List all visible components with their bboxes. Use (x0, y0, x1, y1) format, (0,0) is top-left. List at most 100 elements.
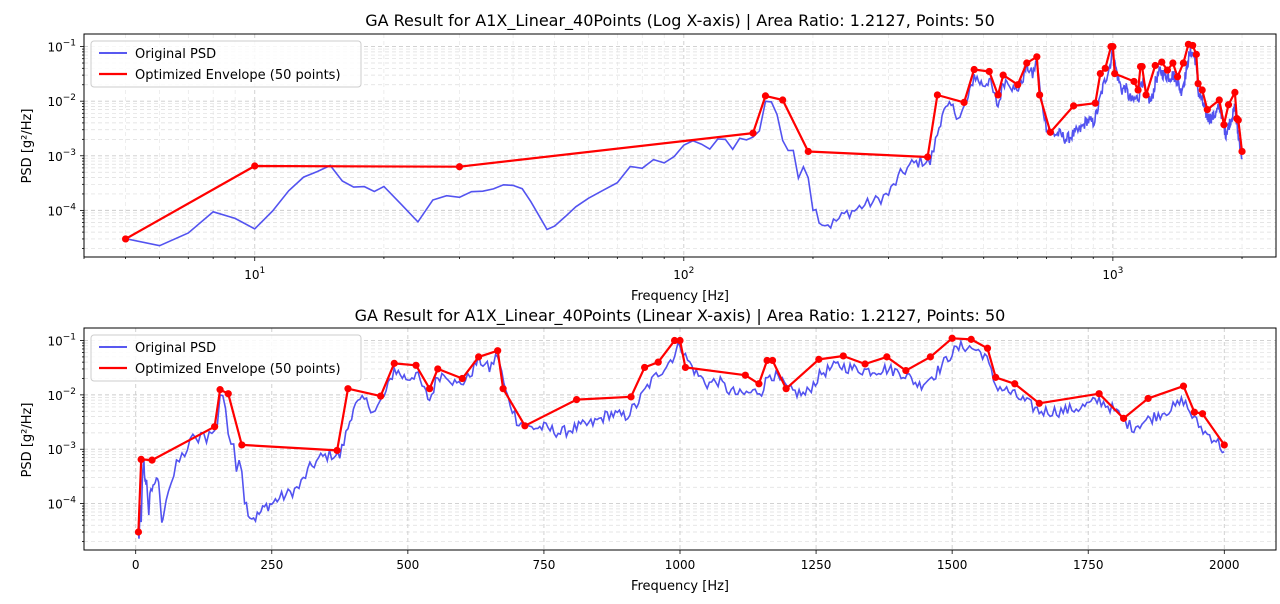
series-original-psd (125, 47, 1243, 247)
envelope-point (1138, 62, 1146, 71)
envelope-point (1109, 42, 1117, 51)
envelope-point (1011, 380, 1019, 388)
envelope-point (1189, 41, 1197, 50)
envelope-point (333, 446, 341, 455)
y-tick-label: 10−2 (47, 387, 76, 403)
envelope-point (1091, 99, 1099, 107)
envelope-point (224, 390, 232, 398)
legend-box (90, 40, 362, 88)
envelope-point (960, 98, 968, 106)
x-tick-label: 2000 (1209, 558, 1240, 572)
legend-label-envelope: Optimized Envelope (50 points) (135, 68, 341, 83)
envelope-point (948, 334, 956, 342)
envelope-point (676, 336, 684, 345)
envelope-point (134, 528, 143, 536)
y-axis-label: PSD [g²/Hz] (20, 403, 35, 478)
envelope-point (377, 392, 385, 400)
x-tick-label: 103 (1102, 266, 1123, 282)
envelope-point (839, 352, 847, 360)
y-tick-label: 10−3 (47, 441, 76, 457)
envelope-point (1163, 66, 1172, 74)
envelope-point (344, 385, 352, 393)
envelope-point (749, 129, 757, 137)
envelope-point (923, 153, 932, 161)
envelope-point (1134, 86, 1142, 94)
envelope-point (121, 235, 130, 243)
envelope-point (572, 395, 581, 404)
envelope-point (521, 422, 529, 430)
envelope-point (1231, 88, 1239, 96)
x-tick-label: 250 (260, 558, 283, 572)
envelope-point (1169, 59, 1177, 67)
y-tick-label: 10−4 (47, 202, 76, 218)
envelope-point (1151, 61, 1159, 70)
envelope-point (804, 147, 812, 156)
envelope-point (815, 355, 823, 363)
chart-title: GA Result for A1X_Linear_40Points (Log X… (365, 11, 995, 31)
series-original-psd (137, 338, 1225, 539)
envelope-point (148, 456, 156, 464)
envelope-point (861, 360, 869, 368)
envelope-point (251, 162, 259, 170)
envelope-point (412, 361, 420, 369)
envelope-point (499, 385, 507, 393)
envelope-point (681, 363, 690, 372)
envelope-point (933, 91, 942, 99)
envelope-point (1144, 394, 1152, 403)
envelope-point (992, 373, 1000, 381)
envelope-point (967, 335, 975, 343)
envelope-point (1070, 102, 1078, 110)
envelope-point (1014, 81, 1022, 89)
legend: Original PSD Optimized Envelope (50 point… (90, 334, 362, 382)
y-tick-label: 10−1 (47, 333, 76, 349)
envelope-point (1203, 106, 1211, 114)
envelope-point (426, 385, 434, 393)
y-tick-label: 10−1 (47, 39, 76, 55)
envelope-point (1035, 399, 1043, 407)
x-tick-label: 101 (244, 266, 265, 282)
envelope-point (654, 358, 662, 366)
envelope-point (1220, 121, 1228, 129)
envelope-point (1179, 59, 1187, 67)
envelope-point (1158, 58, 1166, 66)
envelope-point (458, 374, 466, 383)
x-tick-label: 500 (396, 558, 419, 572)
envelope-point (741, 371, 749, 379)
envelope-point (1046, 128, 1054, 136)
envelope-point (763, 356, 771, 365)
envelope-point (455, 163, 464, 171)
x-tick-label: 1750 (1073, 558, 1104, 572)
envelope-point (211, 423, 219, 431)
envelope-point (926, 353, 934, 361)
envelope-point (1111, 70, 1119, 78)
envelope-point (779, 96, 787, 104)
legend-label-original-psd: Original PSD (135, 47, 216, 62)
envelope-point (902, 366, 910, 375)
envelope-point (883, 353, 891, 361)
envelope-point (1130, 77, 1138, 86)
envelope-point (1215, 96, 1223, 104)
legend-label-original-psd: Original PSD (135, 341, 216, 356)
envelope-point (1238, 147, 1246, 156)
envelope-point (1119, 414, 1128, 422)
y-axis-label: PSD [g²/Hz] (20, 109, 35, 184)
envelope-point (494, 347, 502, 355)
envelope-point (985, 67, 993, 76)
envelope-point (1234, 116, 1242, 124)
legend-box (90, 334, 362, 382)
x-axis-label: Frequency [Hz] (631, 289, 729, 304)
envelope-point (761, 92, 770, 100)
envelope-point (1192, 50, 1200, 58)
envelope-point (983, 344, 992, 352)
envelope-point (1224, 101, 1233, 109)
envelope-point (670, 336, 679, 345)
envelope-point (216, 386, 224, 394)
envelope-point (1101, 64, 1109, 72)
y-tick-label: 10−3 (47, 148, 76, 164)
envelope-point (1036, 91, 1044, 99)
envelope-point (1198, 86, 1206, 94)
legend: Original PSD Optimized Envelope (50 point… (90, 40, 362, 88)
envelope-point (1096, 70, 1104, 78)
envelope-point (1198, 410, 1207, 418)
